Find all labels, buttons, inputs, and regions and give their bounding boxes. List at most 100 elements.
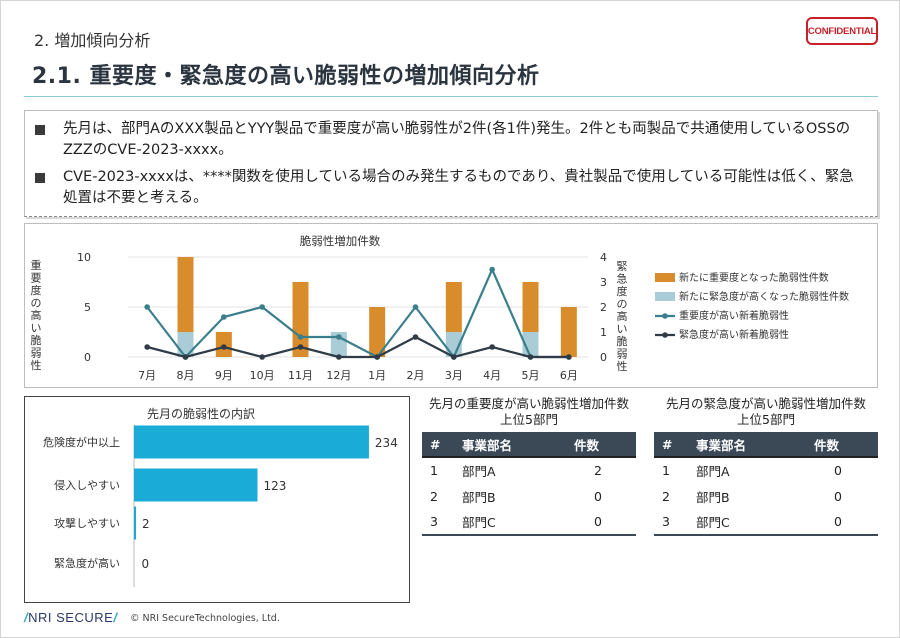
data-label: 0 <box>142 557 150 571</box>
right-tick-label: 4 <box>600 251 607 264</box>
axis-label-char: 性 <box>617 359 628 373</box>
title-divider <box>24 96 878 97</box>
table-row: 2 部門B 0 <box>422 483 636 509</box>
department-cell: 部門C <box>462 515 496 530</box>
x-tick-label: 9月 <box>215 369 233 382</box>
summary-bullet-text: 先月は、部門AのXXX製品とYYY製品で重要度が高い脆弱性が2件(各1件)発生。… <box>63 121 851 158</box>
x-tick-label: 3月 <box>445 369 463 382</box>
table-row: 3 部門C 0 <box>422 509 636 535</box>
department-cell: 部門C <box>696 515 730 530</box>
column-header: 件数 <box>566 432 636 457</box>
bullet-square-icon <box>35 125 45 135</box>
trend-right-axis-label: 緊急度の高い脆弱性 <box>617 260 628 373</box>
department-cell: 部門A <box>696 464 730 479</box>
line-point <box>336 334 342 340</box>
bar <box>369 307 386 357</box>
line-point <box>451 354 457 360</box>
right-tick-label: 2 <box>600 301 607 314</box>
importance-ranking-subtitle: 上位5部門 <box>500 412 558 427</box>
bar <box>177 332 194 357</box>
line-point <box>489 266 495 273</box>
right-tick-label: 3 <box>600 276 607 289</box>
axis-label-char: の <box>31 297 42 310</box>
department-cell: 部門A <box>462 464 496 479</box>
line-point <box>221 314 227 320</box>
line-point <box>412 334 419 340</box>
axis-label-char: 急 <box>617 272 628 286</box>
x-tick-label: 2月 <box>407 369 425 382</box>
summary-bullet-text: CVE-2023-xxxxは、****関数を使用している場合のみ発生するものであ… <box>63 169 854 206</box>
count-cell: 2 <box>594 463 602 478</box>
line-point <box>182 354 189 360</box>
count-cell: 0 <box>834 514 842 529</box>
column-header: 件数 <box>806 432 878 457</box>
line-point <box>144 304 150 310</box>
logo-text: NRI SECURE <box>28 610 114 625</box>
axis-label-char: 脆 <box>31 333 42 347</box>
legend-label: 新たに重要度となった脆弱性件数 <box>679 271 829 284</box>
axis-label-char: 度 <box>617 284 628 298</box>
left-tick-label: 5 <box>84 301 91 314</box>
legend-label: 新たに緊急度が高くなった脆弱性件数 <box>679 290 849 303</box>
trend-chart-panel: 脆弱性増加件数 重要度の高い脆弱性 緊急度の高い脆弱性 0 5 10 0 1 2 3 4 7月 8… <box>24 223 878 388</box>
legend-swatch <box>655 292 675 301</box>
count-cell: 0 <box>594 514 602 529</box>
legend-swatch <box>662 313 668 319</box>
bar <box>134 506 137 540</box>
bar <box>445 282 462 332</box>
line-point <box>566 354 572 360</box>
line-point <box>259 354 265 360</box>
count-cell: 0 <box>594 488 602 504</box>
importance-ranking-title: 先月の重要度が高い脆弱性増加件数 <box>428 396 629 411</box>
department-cell: 部門B <box>696 489 730 505</box>
data-label: 234 <box>375 436 398 450</box>
table-row: 1 部門A 2 <box>422 457 636 483</box>
importance-ranking-table: # 事業部名 件数 1 部門A 2 2 部門B 0 3 部門C 0 <box>422 432 636 536</box>
legend-label: 緊急度が高い新着脆弱性 <box>679 328 789 341</box>
data-label: 123 <box>263 479 286 493</box>
series-line <box>146 266 569 360</box>
section-title: 2. 増加傾向分析 <box>34 31 151 50</box>
axis-label-char: 重 <box>31 258 42 272</box>
table-row: 3 部門C 0 <box>654 509 878 535</box>
x-tick-label: 5月 <box>522 369 540 382</box>
bar <box>560 307 577 357</box>
line-point <box>297 334 304 340</box>
summary-bullet: 先月は、部門AのXXX製品とYYY製品で重要度が高い脆弱性が2件(各1件)発生。… <box>35 119 867 161</box>
axis-label-char: 性 <box>31 358 42 372</box>
trend-chart-title: 脆弱性増加件数 <box>300 234 381 248</box>
category-label: 緊急度が高い <box>54 556 120 570</box>
summary-box: 先月は、部門AのXXX製品とYYY製品で重要度が高い脆弱性が2件(各1件)発生。… <box>24 110 878 217</box>
category-label: 侵入しやすい <box>54 479 120 492</box>
axis-label-char: 度 <box>31 283 42 297</box>
series-line <box>146 335 569 359</box>
category-label: 攻撃しやすい <box>54 516 120 530</box>
rank-cell: 2 <box>662 488 670 504</box>
legend-label: 重要度が高い新着脆弱性 <box>679 309 789 322</box>
breakdown-chart-title: 先月の脆弱性の内訳 <box>147 406 255 421</box>
axis-label-char: 弱 <box>617 348 628 361</box>
company-logo: /NRI SECURE/ <box>24 610 117 625</box>
line-point <box>336 354 342 360</box>
category-label: 危険度が中以上 <box>43 435 120 449</box>
left-tick-label: 10 <box>77 251 91 264</box>
bar <box>522 332 539 357</box>
rank-cell: 2 <box>430 488 438 504</box>
breakdown-chart: 先月の脆弱性の内訳 危険度が中以上 234 侵入しやすい 123 攻撃しやすい 2 緊急度が… <box>43 406 398 587</box>
column-header: 事業部名 <box>454 432 566 457</box>
page-title: 2.1. 重要度・緊急度の高い脆弱性の増加傾向分析 <box>32 64 540 89</box>
line-point <box>259 304 265 310</box>
column-header: 事業部名 <box>688 432 806 457</box>
line-point <box>527 354 534 360</box>
x-tick-label: 6月 <box>560 369 578 382</box>
legend-swatch <box>655 273 675 282</box>
bar <box>177 257 194 332</box>
right-tick-label: 0 <box>600 351 607 364</box>
line-point <box>144 344 150 350</box>
right-tick-label: 1 <box>600 326 607 339</box>
axis-label-char: 弱 <box>31 347 42 360</box>
line-point <box>297 344 304 350</box>
count-cell: 0 <box>834 488 842 504</box>
bar <box>522 282 539 332</box>
department-cell: 部門B <box>462 489 496 505</box>
